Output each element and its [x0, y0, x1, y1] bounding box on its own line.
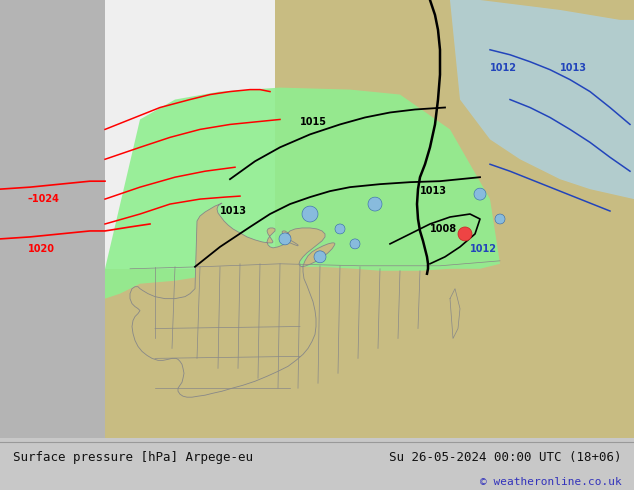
Text: 1013: 1013 — [220, 206, 247, 216]
Circle shape — [350, 239, 360, 249]
Circle shape — [368, 197, 382, 211]
Text: 1013: 1013 — [560, 63, 587, 73]
Circle shape — [335, 224, 345, 234]
Polygon shape — [105, 88, 500, 298]
Bar — [105, 0, 634, 438]
Circle shape — [458, 227, 472, 241]
Text: 1008: 1008 — [430, 224, 457, 234]
Text: 1012: 1012 — [470, 244, 497, 254]
Text: Surface pressure [hPa] Arpege-eu: Surface pressure [hPa] Arpege-eu — [13, 451, 253, 464]
Circle shape — [495, 214, 505, 224]
Bar — [0, 0, 105, 438]
Polygon shape — [450, 0, 634, 199]
Circle shape — [302, 206, 318, 222]
Text: 1013: 1013 — [420, 186, 447, 196]
Polygon shape — [130, 203, 335, 397]
Circle shape — [474, 188, 486, 200]
Circle shape — [314, 251, 326, 263]
Text: © weatheronline.co.uk: © weatheronline.co.uk — [479, 477, 621, 487]
Text: 1012: 1012 — [490, 63, 517, 73]
Text: –1024: –1024 — [28, 194, 60, 204]
Circle shape — [279, 233, 291, 245]
Text: 1015: 1015 — [300, 118, 327, 127]
Bar — [105, 0, 275, 269]
Text: 1020: 1020 — [28, 244, 55, 254]
Text: Su 26-05-2024 00:00 UTC (18+06): Su 26-05-2024 00:00 UTC (18+06) — [389, 451, 621, 464]
